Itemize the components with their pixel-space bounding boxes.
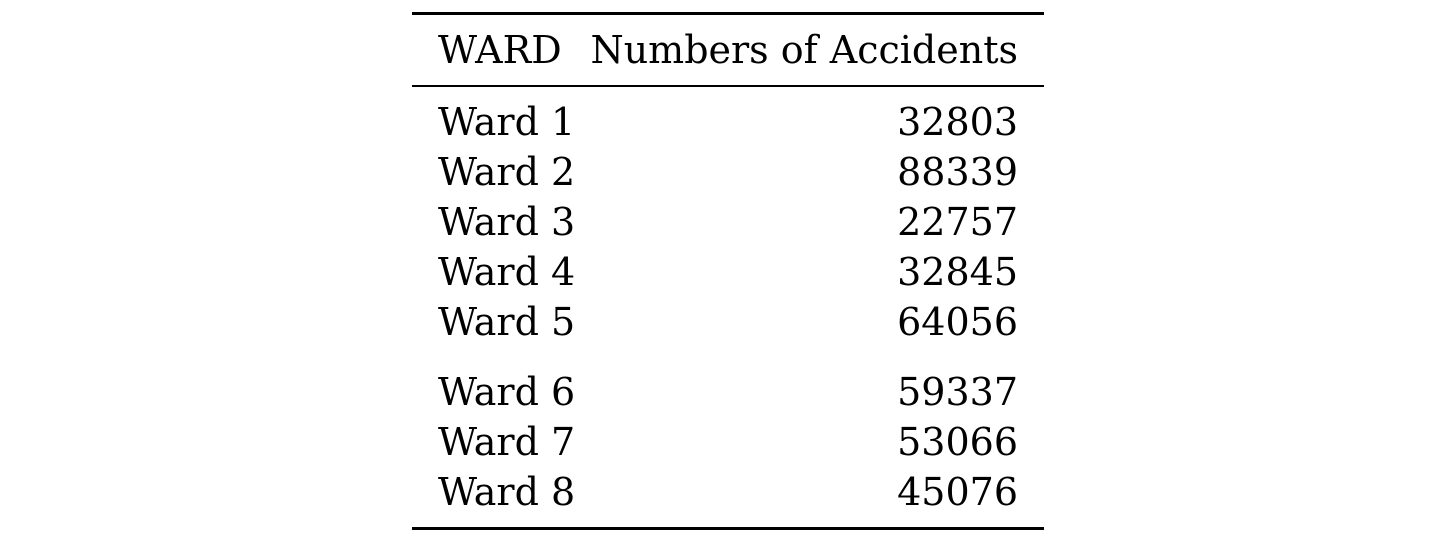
accidents-cell: 59337 — [897, 370, 1018, 414]
table-row: Ward 3 22757 — [412, 197, 1044, 247]
top-rule — [412, 12, 1044, 15]
accidents-cell: 64056 — [897, 300, 1018, 344]
ward-cell: Ward 1 — [438, 100, 576, 144]
accidents-cell: 32803 — [897, 100, 1018, 144]
ward-cell: Ward 6 — [438, 370, 576, 414]
accidents-table: WARD Numbers of Accidents Ward 1 32803 W… — [412, 12, 1044, 530]
ward-cell: Ward 7 — [438, 420, 576, 464]
ward-cell: Ward 4 — [438, 250, 576, 294]
accidents-cell: 88339 — [897, 150, 1018, 194]
accidents-cell: 53066 — [897, 420, 1018, 464]
ward-cell: Ward 3 — [438, 200, 576, 244]
header-row: WARD Numbers of Accidents — [412, 15, 1044, 85]
accidents-cell: 22757 — [897, 200, 1018, 244]
table-row: Ward 2 88339 — [412, 147, 1044, 197]
table-row: Ward 7 53066 — [412, 417, 1044, 467]
column-header-accidents: Numbers of Accidents — [590, 28, 1018, 72]
table-row: Ward 6 59337 — [412, 367, 1044, 417]
group-gap — [412, 347, 1044, 367]
column-header-ward: WARD — [438, 28, 562, 72]
ward-cell: Ward 2 — [438, 150, 576, 194]
table-row: Ward 8 45076 — [412, 467, 1044, 517]
table-row: Ward 4 32845 — [412, 247, 1044, 297]
accidents-cell: 32845 — [897, 250, 1018, 294]
ward-cell: Ward 8 — [438, 470, 576, 514]
table-row: Ward 1 32803 — [412, 97, 1044, 147]
table-body: Ward 1 32803 Ward 2 88339 Ward 3 22757 W… — [412, 87, 1044, 527]
header-rule — [412, 85, 1044, 87]
ward-cell: Ward 5 — [438, 300, 576, 344]
table-row: Ward 5 64056 — [412, 297, 1044, 347]
bottom-rule — [412, 527, 1044, 530]
accidents-cell: 45076 — [897, 470, 1018, 514]
